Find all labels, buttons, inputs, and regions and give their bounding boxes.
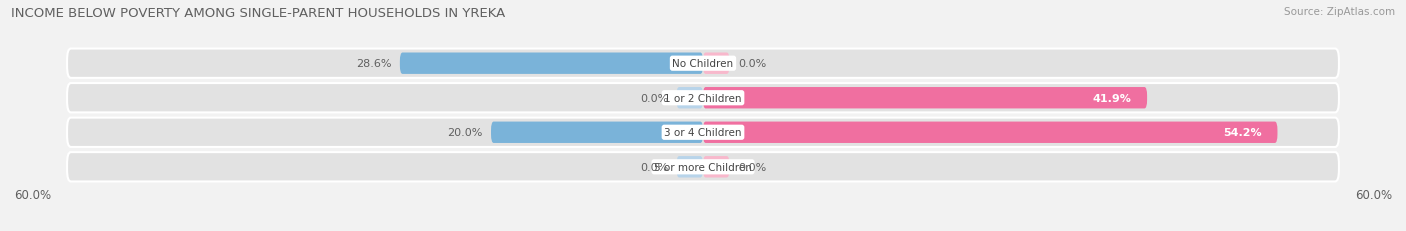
FancyBboxPatch shape bbox=[703, 122, 1278, 143]
Text: 0.0%: 0.0% bbox=[738, 59, 766, 69]
Text: 54.2%: 54.2% bbox=[1223, 128, 1261, 138]
Text: 5 or more Children: 5 or more Children bbox=[654, 162, 752, 172]
Text: INCOME BELOW POVERTY AMONG SINGLE-PARENT HOUSEHOLDS IN YREKA: INCOME BELOW POVERTY AMONG SINGLE-PARENT… bbox=[11, 7, 506, 20]
Text: 41.9%: 41.9% bbox=[1092, 93, 1132, 103]
Text: 0.0%: 0.0% bbox=[640, 93, 668, 103]
FancyBboxPatch shape bbox=[67, 49, 1339, 79]
Text: 60.0%: 60.0% bbox=[1355, 188, 1392, 201]
Text: No Children: No Children bbox=[672, 59, 734, 69]
FancyBboxPatch shape bbox=[399, 53, 703, 75]
FancyBboxPatch shape bbox=[703, 88, 1147, 109]
Text: 1 or 2 Children: 1 or 2 Children bbox=[664, 93, 742, 103]
FancyBboxPatch shape bbox=[67, 152, 1339, 182]
Text: 3 or 4 Children: 3 or 4 Children bbox=[664, 128, 742, 138]
FancyBboxPatch shape bbox=[703, 156, 730, 178]
FancyBboxPatch shape bbox=[491, 122, 703, 143]
Text: 0.0%: 0.0% bbox=[738, 162, 766, 172]
Text: Source: ZipAtlas.com: Source: ZipAtlas.com bbox=[1284, 7, 1395, 17]
FancyBboxPatch shape bbox=[67, 84, 1339, 113]
FancyBboxPatch shape bbox=[67, 118, 1339, 147]
Text: 28.6%: 28.6% bbox=[356, 59, 391, 69]
FancyBboxPatch shape bbox=[676, 156, 703, 178]
Text: 0.0%: 0.0% bbox=[640, 162, 668, 172]
Text: 20.0%: 20.0% bbox=[447, 128, 482, 138]
FancyBboxPatch shape bbox=[703, 53, 730, 75]
Text: 60.0%: 60.0% bbox=[14, 188, 51, 201]
FancyBboxPatch shape bbox=[676, 88, 703, 109]
